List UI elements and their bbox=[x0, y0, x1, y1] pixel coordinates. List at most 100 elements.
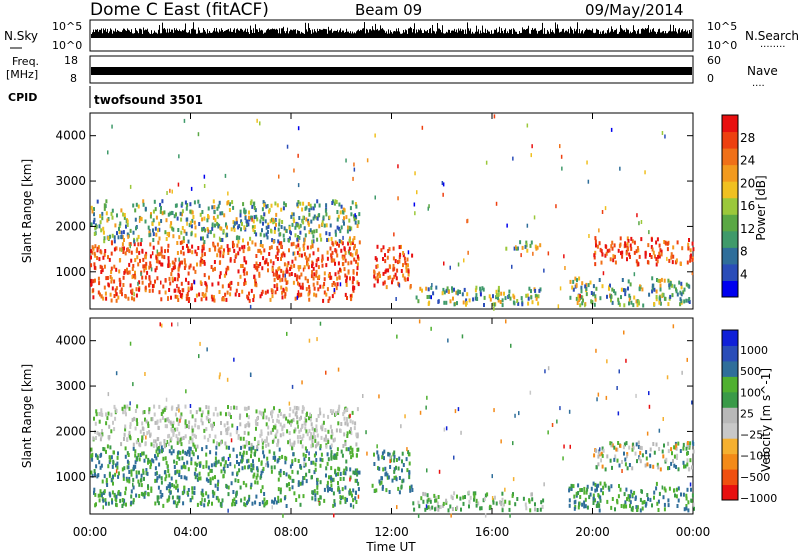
nsky-bar bbox=[559, 32, 560, 38]
nsky-bar bbox=[103, 28, 104, 38]
velocity-echo-cell bbox=[676, 456, 678, 460]
power-echo-cell bbox=[376, 264, 379, 269]
power-echo-cell bbox=[336, 210, 339, 214]
velocity-echo-cell bbox=[625, 358, 627, 363]
power-echo-cell bbox=[185, 206, 188, 211]
power-echo-cell bbox=[312, 282, 315, 287]
velocity-echo-cell bbox=[588, 495, 591, 500]
velocity-echo-cell bbox=[649, 464, 652, 469]
nsky-bar bbox=[655, 31, 656, 38]
power-echo-cell bbox=[170, 295, 172, 300]
velocity-echo-cell bbox=[674, 493, 676, 498]
nsky-bar bbox=[607, 30, 608, 38]
velocity-echo-cell bbox=[140, 473, 143, 478]
velocity-echo-cell bbox=[145, 435, 147, 440]
velocity-echo-cell bbox=[692, 449, 695, 454]
nsky-bar bbox=[573, 33, 574, 38]
velocity-echo-cell bbox=[311, 435, 314, 440]
nsky-bar bbox=[364, 22, 365, 38]
power-echo-cell bbox=[336, 241, 338, 246]
power-echo-cell bbox=[230, 280, 233, 285]
nsky-bar bbox=[342, 30, 343, 38]
velocity-echo-cell bbox=[239, 436, 242, 441]
power-echo-cell bbox=[557, 304, 560, 309]
velocity-echo-cell bbox=[98, 432, 101, 437]
power-echo-cell bbox=[642, 303, 645, 308]
nsky-bar bbox=[656, 33, 657, 38]
nsky-bar bbox=[292, 30, 293, 38]
velocity-echo-cell bbox=[401, 451, 404, 456]
velocity-echo-cell bbox=[194, 467, 197, 472]
nsky-bar bbox=[172, 29, 173, 38]
power-echo-cell bbox=[627, 279, 630, 284]
velocity-echo-cell bbox=[171, 322, 173, 327]
velocity-echo-cell bbox=[484, 513, 487, 518]
velocity-echo-cell bbox=[177, 404, 180, 409]
nsky-bar bbox=[610, 31, 611, 38]
velocity-echo-cell bbox=[115, 503, 118, 508]
velocity-echo-cell bbox=[95, 453, 97, 458]
power-echo-cell bbox=[93, 212, 95, 217]
velocity-echo-cell bbox=[663, 443, 665, 448]
velocity-echo-cell bbox=[189, 446, 192, 451]
nsky-bar bbox=[465, 29, 466, 38]
velocity-echo-cell bbox=[262, 466, 265, 471]
power-echo-cell bbox=[309, 203, 312, 208]
power-echo-cell bbox=[334, 229, 337, 234]
nsky-bar bbox=[451, 30, 452, 38]
nsky-bar bbox=[138, 33, 139, 38]
velocity-echo-cell bbox=[231, 423, 234, 428]
nsky-bar bbox=[654, 31, 655, 38]
velocity-echo-cell bbox=[328, 475, 330, 480]
power-echo-cell bbox=[107, 255, 109, 260]
velocity-echo-cell bbox=[673, 488, 675, 493]
velocity-echo-cell bbox=[113, 450, 115, 455]
nsky-bar bbox=[126, 30, 127, 38]
power-echo-cell bbox=[488, 294, 491, 299]
velocity-echo-cell bbox=[265, 422, 268, 427]
velocity-echo-cell bbox=[151, 417, 154, 421]
velocity-echo-cell bbox=[206, 417, 209, 422]
nsky-bar bbox=[467, 22, 468, 38]
power-echo-cell bbox=[529, 243, 532, 248]
velocity-echo-cell bbox=[329, 476, 332, 481]
nsky-bar bbox=[105, 28, 106, 38]
power-echo-cell bbox=[197, 246, 200, 250]
nsky-bar bbox=[507, 31, 508, 38]
nsky-bar bbox=[118, 30, 119, 38]
velocity-echo-cell bbox=[140, 491, 143, 496]
nsky-bar bbox=[432, 24, 433, 38]
power-echo-cell bbox=[92, 295, 95, 300]
velocity-echo-cell bbox=[319, 480, 322, 485]
velocity-echo-cell bbox=[333, 513, 335, 518]
nsky-bar bbox=[91, 33, 92, 38]
velocity-echo-cell bbox=[117, 474, 120, 479]
velocity-echo-cell bbox=[459, 496, 462, 501]
power-echo-cell bbox=[594, 239, 597, 244]
velocity-echo-cell bbox=[105, 421, 108, 426]
nsky-bar bbox=[514, 29, 515, 38]
velocity-echo-cell bbox=[267, 463, 270, 468]
nsky-bar bbox=[605, 32, 606, 38]
velocity-echo-cell bbox=[180, 442, 183, 447]
velocity-echo-cell bbox=[667, 466, 669, 471]
velocity-echo-cell bbox=[681, 370, 683, 375]
power-echo-cell bbox=[340, 239, 343, 244]
power-echo-cell bbox=[627, 286, 629, 291]
power-echo-cell bbox=[319, 284, 322, 289]
nsky-bar bbox=[556, 28, 557, 38]
velocity-echo-cell bbox=[148, 429, 151, 434]
velocity-echo-cell bbox=[350, 431, 353, 436]
power-echo-cell bbox=[107, 150, 109, 155]
power-echo-cell bbox=[609, 257, 612, 262]
nsky-bar bbox=[215, 31, 216, 38]
nsky-bar bbox=[377, 28, 378, 38]
power-echo-cell bbox=[139, 242, 142, 247]
power-echo-cell bbox=[99, 264, 102, 269]
velocity-echo-cell bbox=[239, 422, 242, 427]
power-echo-cell bbox=[315, 293, 318, 298]
power-echo-cell bbox=[326, 250, 329, 255]
velocity-echo-cell bbox=[381, 484, 384, 489]
velocity-echo-cell bbox=[663, 502, 666, 507]
nsky-bar bbox=[606, 33, 607, 38]
